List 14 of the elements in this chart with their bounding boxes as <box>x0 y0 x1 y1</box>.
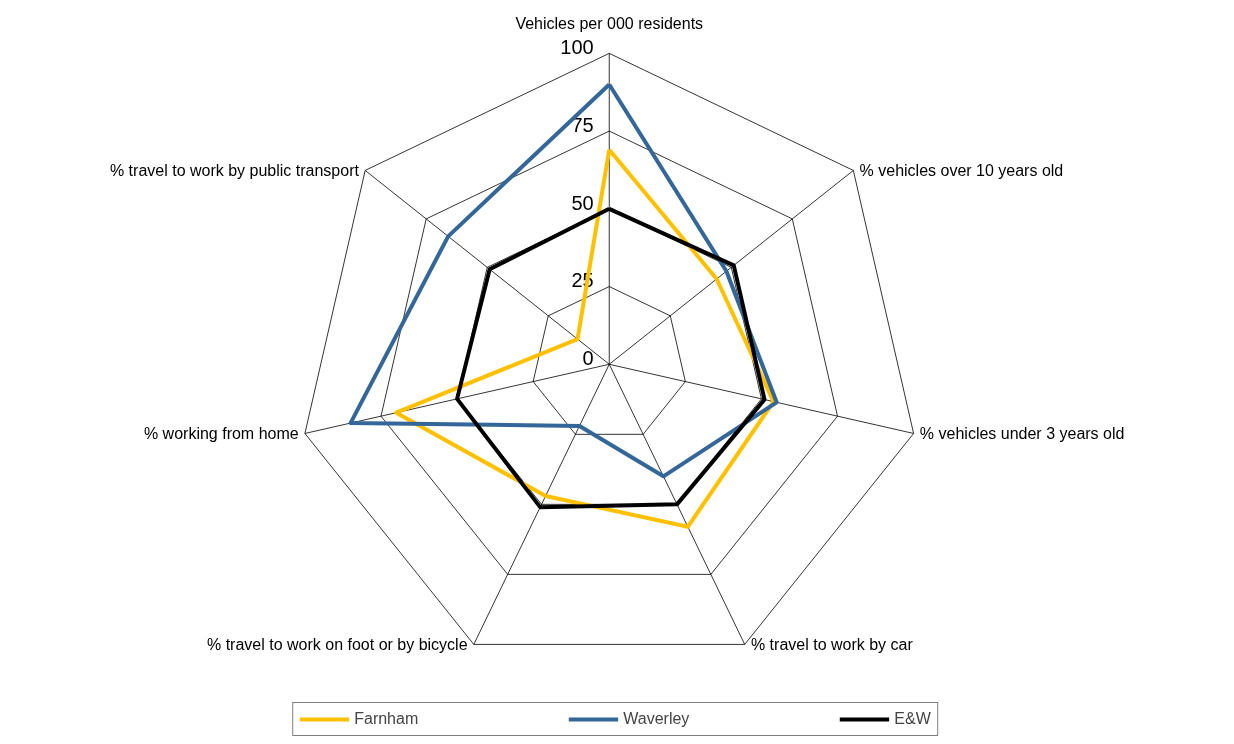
spoke-label: % travel to work by public transport <box>109 161 360 179</box>
spoke-label: % working from home <box>143 424 299 442</box>
y-tick-label: 50 <box>571 191 594 214</box>
spoke-label: % vehicles over 10 years old <box>859 161 1064 179</box>
legend-label: E&W <box>894 710 931 728</box>
spoke-label: % travel to work by car <box>750 635 914 653</box>
spoke-label: % travel to work on foot or by bicycle <box>207 635 468 653</box>
legend-label: Waverley <box>623 710 690 728</box>
y-tick-label: 0 <box>582 347 594 370</box>
y-tick-label: 75 <box>571 113 594 136</box>
spoke-label: Vehicles per 000 residents <box>515 14 704 32</box>
spoke-label: % vehicles under 3 years old <box>919 424 1125 442</box>
legend-label: Farnham <box>354 710 419 728</box>
y-tick-label: 100 <box>560 36 594 59</box>
